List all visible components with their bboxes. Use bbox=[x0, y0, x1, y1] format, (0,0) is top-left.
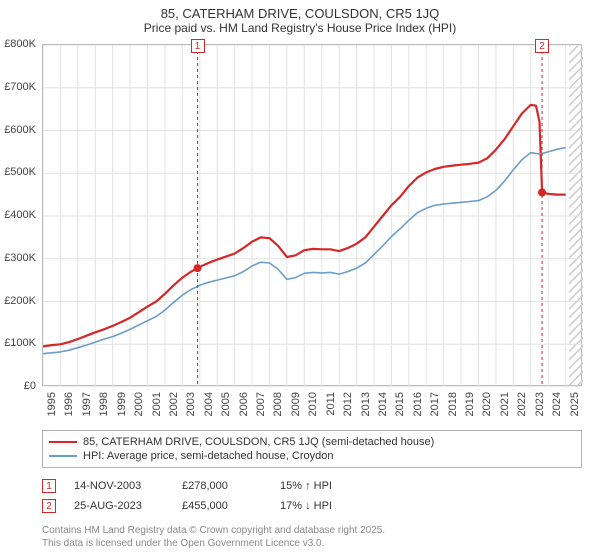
y-tick-label: £200K bbox=[4, 295, 36, 307]
y-tick-label: £500K bbox=[4, 166, 36, 178]
y-tick-label: £600K bbox=[4, 124, 36, 136]
x-tick-label: 2008 bbox=[272, 392, 284, 416]
x-tick-label: 2001 bbox=[151, 392, 163, 416]
x-axis: 1995 1996 1997 1998 1999 2000 2001 2002 2003 2004… bbox=[42, 388, 582, 424]
x-tick-label: 2005 bbox=[220, 392, 232, 416]
chart-container: 85, CATERHAM DRIVE, COULSDON, CR5 1JQ Pr… bbox=[0, 0, 600, 560]
chart-title: 85, CATERHAM DRIVE, COULSDON, CR5 1JQ bbox=[0, 0, 600, 21]
marker-price: £278,000 bbox=[182, 480, 262, 492]
chart-subtitle: Price paid vs. HM Land Registry's House … bbox=[0, 21, 600, 39]
y-tick-label: £0 bbox=[24, 380, 36, 392]
marker-price: £455,000 bbox=[182, 500, 262, 512]
y-tick-label: £300K bbox=[4, 252, 36, 264]
x-tick-label: 2021 bbox=[499, 392, 511, 416]
x-tick-label: 2007 bbox=[255, 392, 267, 416]
marker-table: 1 14-NOV-2003 £278,000 15% ↑ HPI 2 25-AUG-202… bbox=[42, 476, 582, 516]
x-tick-label: 2004 bbox=[203, 392, 215, 416]
y-tick-label: £800K bbox=[4, 38, 36, 50]
x-tick-label: 2024 bbox=[551, 392, 563, 416]
x-tick-label: 2006 bbox=[238, 392, 250, 416]
x-tick-label: 2025 bbox=[569, 392, 581, 416]
x-tick-label: 2015 bbox=[394, 392, 406, 416]
footer-line-1: Contains HM Land Registry data © Crown c… bbox=[42, 524, 385, 537]
x-tick-label: 2011 bbox=[325, 392, 337, 416]
x-tick-label: 1999 bbox=[116, 392, 128, 416]
x-tick-label: 2013 bbox=[360, 392, 372, 416]
x-tick-label: 2019 bbox=[464, 392, 476, 416]
x-tick-label: 1997 bbox=[81, 392, 93, 416]
marker-id-box: 1 bbox=[42, 479, 56, 493]
plot-area: 12 bbox=[42, 44, 582, 386]
x-tick-label: 2022 bbox=[516, 392, 528, 416]
marker-delta: 17% ↓ HPI bbox=[280, 500, 380, 512]
legend-label-hpi: HPI: Average price, semi-detached house,… bbox=[83, 450, 334, 462]
x-tick-label: 2000 bbox=[133, 392, 145, 416]
marker-date: 14-NOV-2003 bbox=[74, 480, 164, 492]
x-tick-label: 1995 bbox=[46, 392, 58, 416]
x-tick-label: 2023 bbox=[534, 392, 546, 416]
y-axis: £0£100K£200K£300K£400K£500K£600K£700K£80… bbox=[0, 44, 40, 386]
footer-line-2: This data is licensed under the Open Gov… bbox=[42, 537, 385, 550]
marker-delta: 15% ↑ HPI bbox=[280, 480, 380, 492]
x-tick-label: 2009 bbox=[290, 392, 302, 416]
marker-id-box: 2 bbox=[42, 499, 56, 513]
x-tick-label: 2010 bbox=[307, 392, 319, 416]
y-tick-label: £100K bbox=[4, 337, 36, 349]
marker-row-2: 2 25-AUG-2023 £455,000 17% ↓ HPI bbox=[42, 496, 582, 516]
legend-swatch-hpi bbox=[49, 455, 77, 457]
plot-svg bbox=[43, 45, 583, 387]
legend-row-price-paid: 85, CATERHAM DRIVE, COULSDON, CR5 1JQ (s… bbox=[49, 435, 575, 449]
x-tick-label: 1998 bbox=[98, 392, 110, 416]
legend: 85, CATERHAM DRIVE, COULSDON, CR5 1JQ (s… bbox=[42, 430, 582, 468]
marker-label-1: 1 bbox=[191, 39, 205, 53]
x-tick-label: 2003 bbox=[185, 392, 197, 416]
y-tick-label: £400K bbox=[4, 209, 36, 221]
marker-row-1: 1 14-NOV-2003 £278,000 15% ↑ HPI bbox=[42, 476, 582, 496]
footer: Contains HM Land Registry data © Crown c… bbox=[42, 524, 385, 550]
marker-date: 25-AUG-2023 bbox=[74, 500, 164, 512]
legend-row-hpi: HPI: Average price, semi-detached house,… bbox=[49, 449, 575, 463]
legend-label-price-paid: 85, CATERHAM DRIVE, COULSDON, CR5 1JQ (s… bbox=[83, 436, 434, 448]
marker-label-2: 2 bbox=[535, 39, 549, 53]
x-tick-label: 2016 bbox=[412, 392, 424, 416]
legend-swatch-price-paid bbox=[49, 441, 77, 443]
x-tick-label: 2002 bbox=[168, 392, 180, 416]
y-tick-label: £700K bbox=[4, 81, 36, 93]
x-tick-label: 2014 bbox=[377, 392, 389, 416]
x-tick-label: 2017 bbox=[429, 392, 441, 416]
x-tick-label: 2018 bbox=[447, 392, 459, 416]
x-tick-label: 1996 bbox=[63, 392, 75, 416]
x-tick-label: 2020 bbox=[481, 392, 493, 416]
x-tick-label: 2012 bbox=[342, 392, 354, 416]
